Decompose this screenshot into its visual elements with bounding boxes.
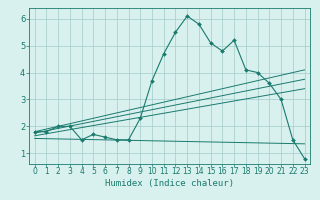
X-axis label: Humidex (Indice chaleur): Humidex (Indice chaleur) [105,179,234,188]
